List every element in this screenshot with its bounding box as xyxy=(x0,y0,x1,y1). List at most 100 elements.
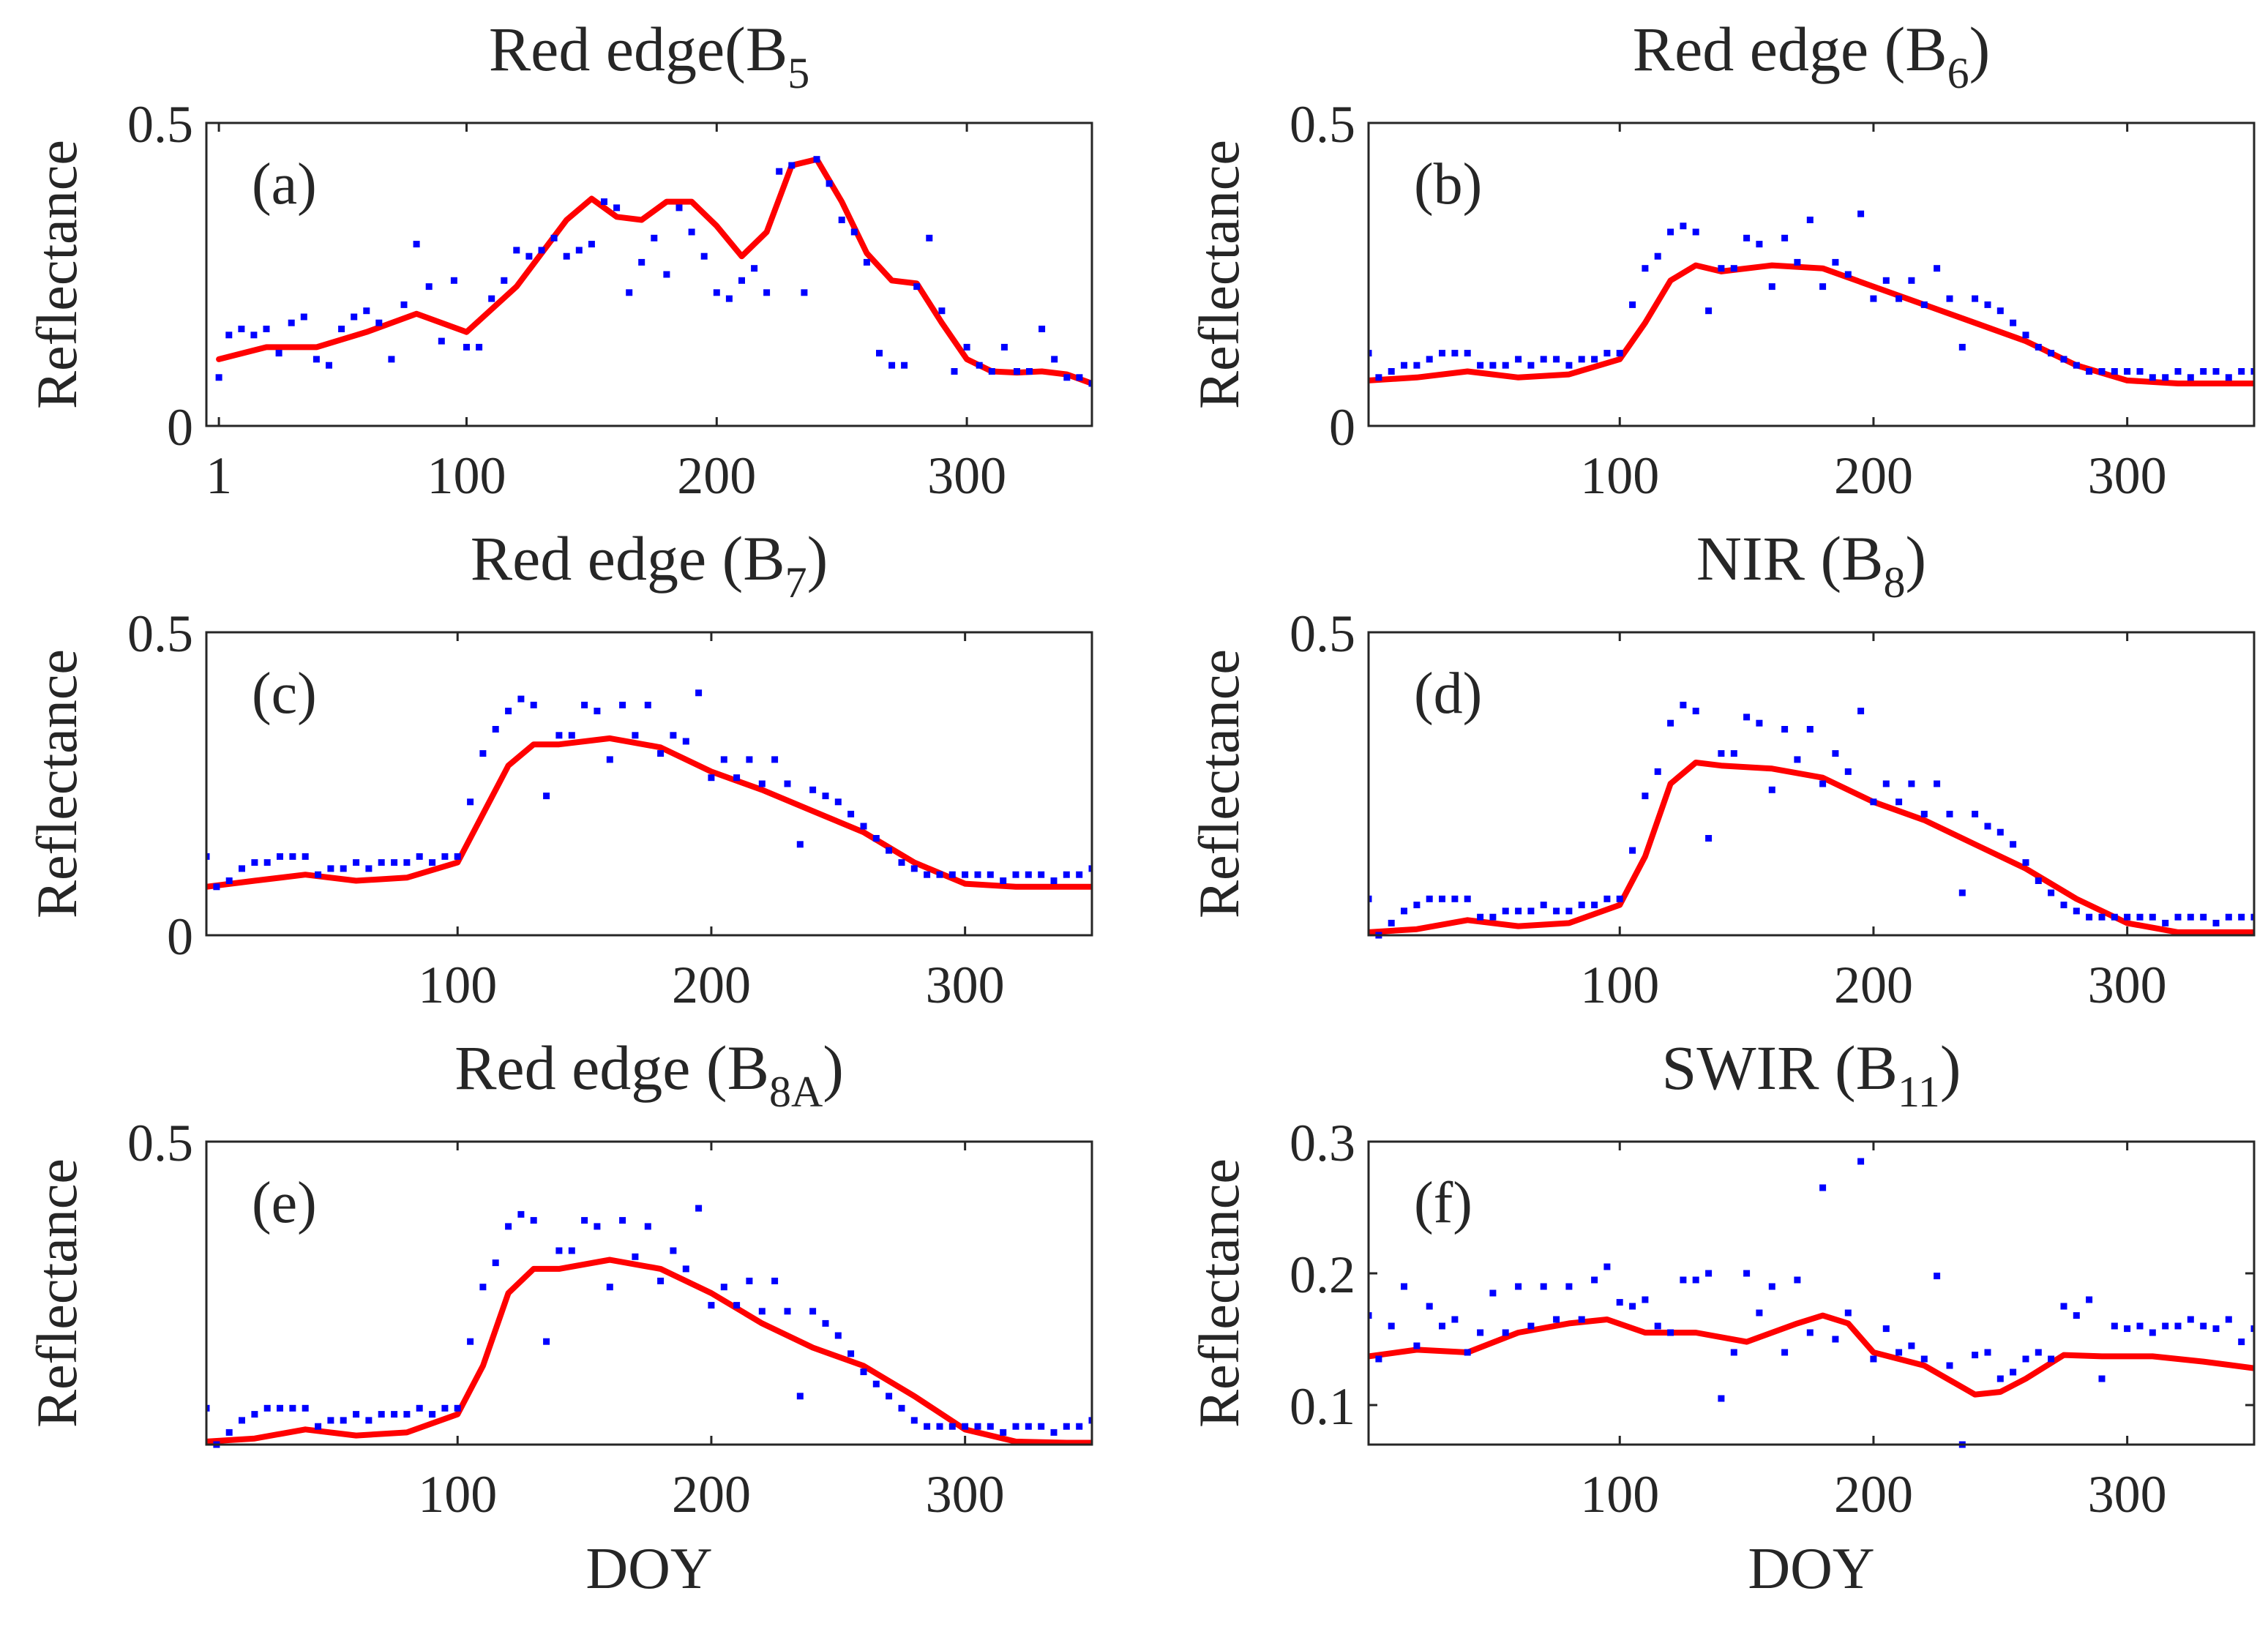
data-point-b-31 xyxy=(1756,241,1763,248)
data-point-b-47 xyxy=(1958,343,1966,351)
data-point-c-41 xyxy=(720,756,727,763)
y-axis-label-f: Reflectance xyxy=(1187,1158,1251,1428)
panel-label-d: (d) xyxy=(1414,662,1482,726)
data-point-c-30 xyxy=(581,701,588,708)
data-point-a-6 xyxy=(288,319,295,326)
data-point-f-63 xyxy=(2162,1322,2169,1330)
data-point-b-12 xyxy=(1515,356,1522,363)
data-point-c-11 xyxy=(340,865,347,872)
plot-area-a xyxy=(215,156,1092,387)
data-point-e-52 xyxy=(860,1368,867,1376)
data-point-e-41 xyxy=(720,1284,727,1291)
data-point-d-70 xyxy=(2250,913,2254,921)
data-point-d-62 xyxy=(2149,913,2156,921)
data-point-d-27 xyxy=(1705,835,1713,842)
data-point-a-55 xyxy=(901,362,908,369)
data-point-b-7 xyxy=(1451,350,1459,357)
data-point-a-42 xyxy=(738,277,745,284)
data-point-a-68 xyxy=(1063,374,1071,381)
data-point-d-17 xyxy=(1578,902,1585,909)
data-point-b-42 xyxy=(1895,295,1903,302)
data-point-a-36 xyxy=(663,271,670,278)
data-point-c-47 xyxy=(796,841,804,848)
data-point-a-56 xyxy=(913,283,921,291)
x-tick-label-e-1: 200 xyxy=(672,1465,751,1524)
data-point-a-40 xyxy=(713,289,720,296)
data-point-f-54 xyxy=(2048,1355,2055,1363)
data-point-e-17 xyxy=(416,1404,423,1412)
data-point-f-4 xyxy=(1413,1342,1421,1349)
data-point-a-17 xyxy=(425,283,433,291)
data-point-c-25 xyxy=(517,695,525,703)
data-point-a-38 xyxy=(688,228,695,236)
data-point-b-23 xyxy=(1654,252,1661,260)
y-tick-label-c-0: 0 xyxy=(167,907,193,966)
data-point-d-28 xyxy=(1718,750,1725,757)
data-point-f-40 xyxy=(1870,1355,1877,1363)
data-point-c-3 xyxy=(239,865,245,872)
data-point-e-63 xyxy=(1000,1428,1007,1436)
data-point-b-48 xyxy=(1972,295,1979,302)
data-point-a-51 xyxy=(850,228,858,236)
data-point-f-12 xyxy=(1515,1283,1522,1290)
data-point-c-28 xyxy=(555,732,563,739)
data-point-e-50 xyxy=(834,1332,842,1339)
data-point-f-55 xyxy=(2060,1303,2067,1310)
data-point-b-20 xyxy=(1616,350,1623,357)
data-point-b-60 xyxy=(2124,368,2131,375)
y-tick-label-a-1: 0.5 xyxy=(127,95,193,154)
data-point-f-14 xyxy=(1540,1283,1547,1290)
panel-label-c: (c) xyxy=(252,662,317,726)
data-point-f-31 xyxy=(1756,1309,1763,1317)
data-point-c-29 xyxy=(568,732,575,739)
data-point-c-46 xyxy=(784,780,791,787)
data-point-d-25 xyxy=(1680,701,1687,708)
data-point-f-16 xyxy=(1565,1283,1573,1290)
data-point-f-23 xyxy=(1654,1322,1661,1330)
data-point-b-46 xyxy=(1946,295,1953,302)
data-point-e-43 xyxy=(746,1277,753,1284)
axes-frame-b xyxy=(1367,121,2256,427)
data-point-c-56 xyxy=(910,865,918,872)
data-point-c-34 xyxy=(632,732,639,739)
data-point-c-15 xyxy=(391,859,398,866)
data-point-f-25 xyxy=(1680,1276,1687,1284)
data-point-a-47 xyxy=(801,289,808,296)
data-point-c-23 xyxy=(492,726,499,733)
series-line-e xyxy=(206,1257,1092,1446)
data-point-b-50 xyxy=(1996,307,2004,315)
data-point-a-25 xyxy=(525,252,533,260)
data-point-c-13 xyxy=(365,865,373,872)
data-point-d-49 xyxy=(1984,823,1991,830)
data-point-e-68 xyxy=(1063,1423,1070,1430)
data-point-a-34 xyxy=(638,258,645,266)
data-point-e-19 xyxy=(441,1404,449,1412)
data-point-e-59 xyxy=(948,1423,956,1430)
data-point-f-1 xyxy=(1375,1355,1382,1363)
y-tick-label-d-0: 0.5 xyxy=(1290,604,1355,663)
y-axis-label-b: Reflectance xyxy=(1187,140,1251,409)
data-point-e-20 xyxy=(454,1404,461,1412)
data-point-a-28 xyxy=(563,252,570,260)
data-point-e-70 xyxy=(1088,1417,1092,1424)
data-point-a-69 xyxy=(1076,374,1083,381)
data-point-f-67 xyxy=(2212,1325,2220,1333)
data-point-c-53 xyxy=(872,835,880,842)
data-point-e-34 xyxy=(632,1253,639,1260)
data-point-e-53 xyxy=(872,1380,880,1388)
data-point-f-69 xyxy=(2238,1338,2245,1346)
data-point-c-20 xyxy=(454,853,461,860)
data-point-f-64 xyxy=(2174,1322,2182,1330)
data-point-e-16 xyxy=(403,1411,411,1418)
panel-b: 100 200 300 0 0.5 Red edge (B6) Reflectance (b) xyxy=(1187,14,2256,505)
y-tick-label-b-1: 0.5 xyxy=(1290,95,1355,154)
data-point-f-21 xyxy=(1629,1303,1636,1310)
data-point-b-16 xyxy=(1565,362,1573,369)
data-point-e-65 xyxy=(1025,1423,1032,1430)
data-point-d-0 xyxy=(1369,895,1372,902)
data-point-a-14 xyxy=(388,356,395,363)
data-point-b-57 xyxy=(2086,368,2093,375)
data-point-a-2 xyxy=(238,326,245,332)
data-point-f-68 xyxy=(2225,1316,2232,1323)
data-point-c-69 xyxy=(1076,871,1083,878)
